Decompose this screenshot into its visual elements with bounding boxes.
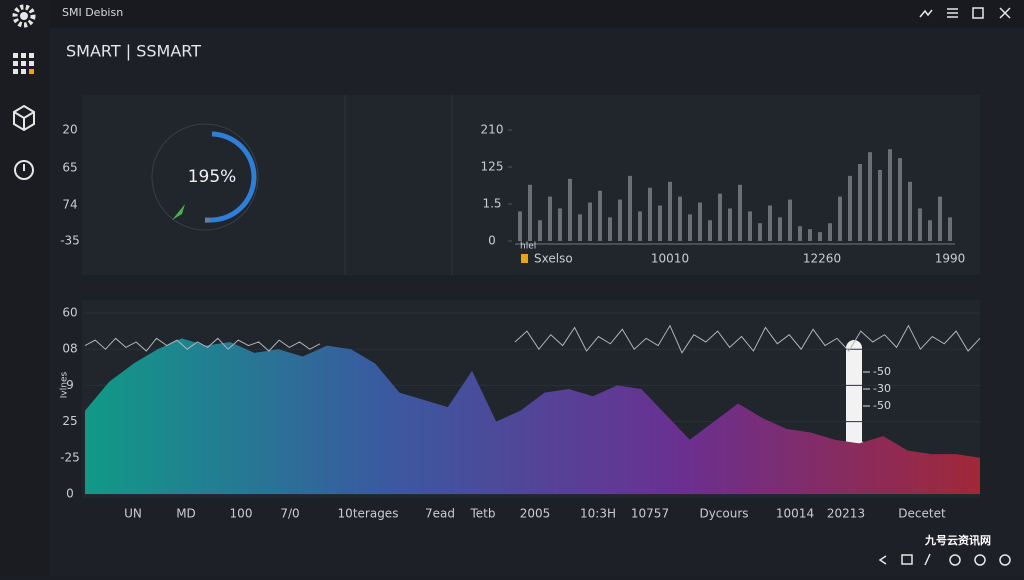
y-tick-label: 0 <box>66 487 74 501</box>
thermo-label: -50 <box>873 399 891 412</box>
legend-label: Sxelso <box>534 252 573 266</box>
bar <box>828 223 832 241</box>
bar <box>898 158 902 241</box>
x-tick-label: 1990 <box>935 252 966 266</box>
bar <box>918 208 922 241</box>
bar <box>618 200 622 241</box>
bar <box>848 176 852 241</box>
x-tick-label: 10:3H <box>580 507 616 521</box>
window-title: SMI Debisn <box>62 6 123 19</box>
header-title: SMART | SSMART <box>66 42 201 61</box>
x-tick-label: 20213 <box>827 507 865 521</box>
legend-swatch <box>521 254 528 263</box>
bar <box>768 205 772 241</box>
bar <box>548 197 552 241</box>
y-tick-label: 210 <box>481 123 504 137</box>
bar <box>608 217 612 241</box>
bar <box>748 211 752 241</box>
bar <box>878 170 882 241</box>
bar <box>518 211 522 241</box>
thermo-label: -50 <box>873 365 891 378</box>
x-tick-label: 10010 <box>651 252 689 266</box>
x-tick-label: Tetb <box>470 507 496 521</box>
gauge-label-tick: 20 <box>62 123 77 137</box>
y-tick-label: 08 <box>62 342 77 356</box>
bar <box>708 220 712 241</box>
bar <box>658 205 662 241</box>
bar <box>588 203 592 241</box>
bar <box>818 232 822 241</box>
y-tick-label: -25 <box>60 450 80 464</box>
bar <box>868 152 872 241</box>
bar <box>598 191 602 241</box>
x-tick-label: Dycours <box>699 507 748 521</box>
bar <box>758 223 762 241</box>
x-tick-label: 2005 <box>520 507 551 521</box>
bar <box>668 182 672 241</box>
bar <box>838 197 842 241</box>
x-tick-label: 10757 <box>631 507 669 521</box>
bar <box>568 179 572 241</box>
bar <box>528 185 532 241</box>
note: hlel <box>520 242 536 252</box>
y-tick-label: 60 <box>62 306 77 320</box>
apps-icon[interactable] <box>13 53 34 74</box>
titlebar <box>50 0 1024 28</box>
y-tick-label: 1.5 <box>482 197 501 211</box>
gauge-label-tick: 74 <box>62 198 77 212</box>
watermark: 九号云资讯网 <box>924 533 991 547</box>
bar <box>688 214 692 241</box>
bar <box>858 164 862 241</box>
x-tick-label: 7ead <box>425 507 455 521</box>
bar <box>718 194 722 241</box>
bar <box>738 185 742 241</box>
bar <box>648 188 652 241</box>
bar <box>788 200 792 241</box>
x-tick-label: 7/0 <box>280 507 299 521</box>
x-tick-label: 100 <box>230 507 253 521</box>
bar <box>798 226 802 241</box>
y-axis-label: Ivlnes <box>60 371 70 398</box>
bar <box>908 182 912 241</box>
y-tick-label: 125 <box>481 160 504 174</box>
x-tick-label: 10014 <box>776 507 814 521</box>
x-tick-label: UN <box>124 507 142 521</box>
bar <box>808 229 812 241</box>
bar <box>948 217 952 241</box>
sidebar <box>0 0 50 576</box>
bar <box>628 176 632 241</box>
bar <box>778 217 782 241</box>
bar <box>678 197 682 241</box>
x-tick-label: 12260 <box>803 252 841 266</box>
gauge-label: 195% <box>188 167 237 187</box>
y-tick-label: 25 <box>62 414 77 428</box>
bar <box>538 220 542 241</box>
x-tick-label: Decetet <box>898 507 946 521</box>
bar <box>558 208 562 241</box>
bar <box>698 203 702 241</box>
bar <box>728 208 732 241</box>
thermo-label: -30 <box>873 382 891 395</box>
bar <box>888 149 892 241</box>
bar <box>578 214 582 241</box>
gauge-label-tick: -35 <box>60 234 80 248</box>
x-tick-label: 10terages <box>338 507 399 521</box>
bar <box>928 220 932 241</box>
y-tick-label: 0 <box>488 234 496 248</box>
x-tick-label: MD <box>176 507 196 521</box>
bar <box>638 211 642 241</box>
bar <box>938 197 942 241</box>
gauge-label-tick: 65 <box>62 161 77 175</box>
